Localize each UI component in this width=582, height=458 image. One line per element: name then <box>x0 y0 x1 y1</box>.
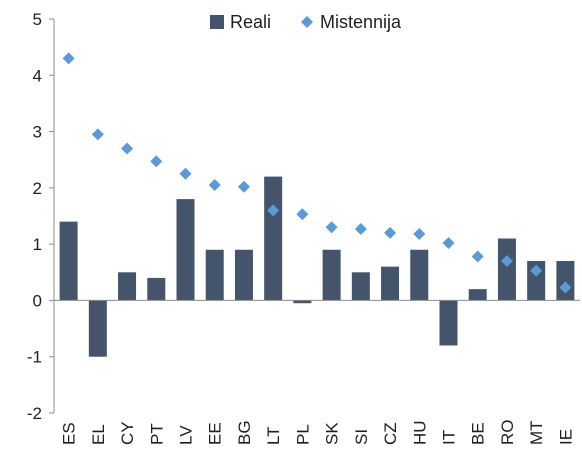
x-tick-label: LV <box>177 425 196 445</box>
bar-reali <box>234 249 253 301</box>
marker-mistennija <box>471 250 484 263</box>
bar-reali <box>497 238 516 301</box>
y-tick-label: 4 <box>33 66 42 85</box>
bar-reali <box>556 261 575 301</box>
marker-mistennija <box>237 180 250 193</box>
x-tick-label: CY <box>118 421 137 445</box>
marker-mistennija <box>150 155 163 168</box>
x-tick-label: ES <box>60 422 79 445</box>
x-tick-label: EE <box>206 422 225 445</box>
x-tick-label: PT <box>147 423 166 445</box>
x-axis-ticks: ES EL CY PT LV EE BG LT PL SK SI CZ HU IT BE RO MT IE <box>60 420 576 446</box>
marker-mistennija <box>267 204 280 217</box>
y-tick-label: 3 <box>33 123 42 142</box>
y-tick-label: 0 <box>33 291 42 310</box>
marker-mistennija <box>179 167 192 180</box>
x-tick-label: SK <box>323 422 342 445</box>
legend-label-mistennija: Mistennija <box>320 12 402 32</box>
legend-swatch-mistennija <box>301 16 313 28</box>
x-tick-label: EL <box>89 424 108 445</box>
x-tick-label: BE <box>469 422 488 445</box>
y-tick-label: 2 <box>33 179 42 198</box>
bar-reali <box>205 249 224 301</box>
marker-mistennija <box>413 228 426 241</box>
bar-reali <box>118 272 137 301</box>
y-axis-ticks: -2 -1 0 1 2 3 4 5 <box>27 10 54 423</box>
bar-reali <box>439 300 458 346</box>
x-tick-label: CZ <box>381 422 400 445</box>
bar-series-reali <box>59 176 575 357</box>
bar-reali <box>468 289 487 301</box>
x-tick-label: HU <box>410 420 429 445</box>
legend-label-reali: Reali <box>230 12 271 32</box>
y-tick-label: -2 <box>27 404 42 423</box>
bar-reali <box>147 277 166 301</box>
marker-mistennija <box>559 281 572 294</box>
x-tick-label: RO <box>498 420 517 446</box>
marker-series-mistennija <box>62 52 572 294</box>
bar-reali <box>176 199 195 301</box>
bar-reali <box>88 300 107 357</box>
bar-reali <box>264 176 283 301</box>
marker-mistennija <box>62 52 75 65</box>
x-tick-label: LT <box>264 426 283 445</box>
x-tick-label: IE <box>556 429 575 445</box>
x-tick-label: PL <box>293 424 312 445</box>
marker-mistennija <box>296 208 309 221</box>
y-tick-label: 1 <box>33 235 42 254</box>
bar-reali <box>410 249 429 301</box>
legend: Reali Mistennija <box>210 12 402 32</box>
x-tick-label: SI <box>352 429 371 445</box>
legend-swatch-reali <box>210 15 224 29</box>
bar-reali <box>351 272 370 301</box>
x-tick-label: IT <box>440 430 459 445</box>
marker-mistennija <box>530 264 543 277</box>
bar-reali <box>381 266 400 301</box>
marker-mistennija <box>500 255 513 268</box>
marker-mistennija <box>384 226 397 239</box>
bar-reali <box>293 300 312 304</box>
marker-mistennija <box>442 237 455 250</box>
marker-mistennija <box>208 179 221 192</box>
marker-mistennija <box>91 128 104 141</box>
bar-reali <box>59 221 78 301</box>
plot-area: -2 -1 0 1 2 3 4 5 ES EL CY PT LV EE BG LT PL SK SI CZ HU IT B… <box>27 10 580 445</box>
marker-mistennija <box>354 222 367 235</box>
bar-reali <box>322 249 341 301</box>
y-tick-label: -1 <box>27 348 42 367</box>
x-tick-label: MT <box>527 420 546 445</box>
x-tick-label: BG <box>235 420 254 445</box>
y-tick-label: 5 <box>33 10 42 29</box>
marker-mistennija <box>325 221 338 234</box>
marker-mistennija <box>121 142 134 155</box>
